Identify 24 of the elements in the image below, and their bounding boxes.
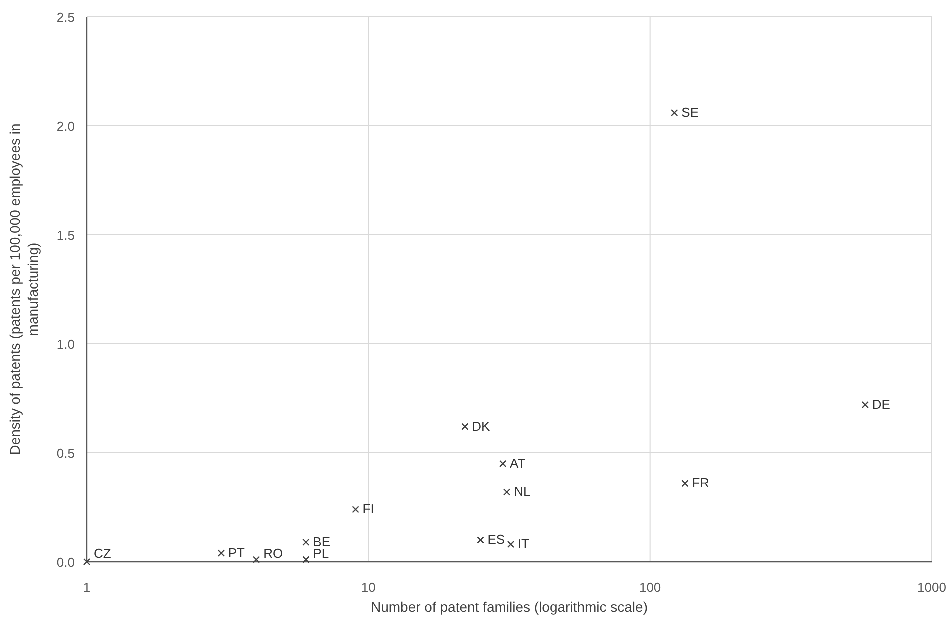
y-axis-title: Density of patents (patents per 100,000 employees in manufacturing) bbox=[7, 124, 41, 456]
series-label: CZ bbox=[94, 546, 112, 561]
x-tick-label: 10 bbox=[361, 580, 376, 595]
series-label: DE bbox=[872, 397, 891, 412]
y-tick-label: 1.5 bbox=[56, 228, 75, 243]
series-label: ES bbox=[488, 532, 506, 548]
series-label: AT bbox=[510, 456, 526, 471]
series-label: NL bbox=[514, 484, 531, 500]
y-tick-label: 2.5 bbox=[56, 10, 75, 25]
series-label: FI bbox=[362, 502, 374, 517]
series-label: DK bbox=[472, 418, 491, 434]
x-axis-title: Number of patent families (logarithmic scale) bbox=[371, 599, 648, 615]
x-tick-label: 100 bbox=[639, 580, 662, 595]
x-tick-label: 1 bbox=[83, 580, 91, 595]
x-tick-label: 1000 bbox=[918, 580, 946, 595]
y-tick-label: 0.0 bbox=[56, 555, 75, 570]
series-label: FR bbox=[692, 476, 710, 491]
series-label: SE bbox=[682, 104, 700, 120]
y-tick-label: 0.5 bbox=[56, 446, 75, 461]
series-label: RO bbox=[264, 546, 284, 561]
series-label: PT bbox=[228, 545, 246, 560]
y-tick-label: 1.0 bbox=[56, 337, 75, 352]
series-label: IT bbox=[518, 536, 530, 552]
y-tick-label: 2.0 bbox=[56, 119, 75, 134]
